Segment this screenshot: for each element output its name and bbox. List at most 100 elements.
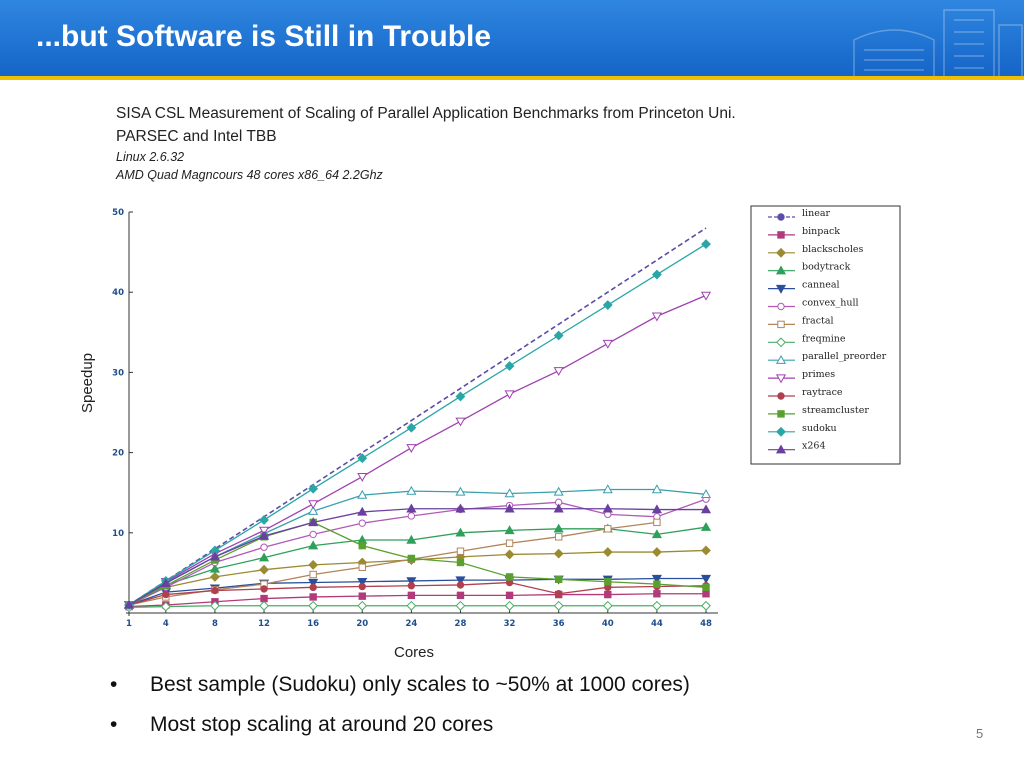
data-point-x264 [160, 578, 171, 588]
data-point-binpack [604, 590, 612, 599]
slide-title: ...but Software is Still in Trouble [36, 20, 492, 53]
data-point-raytrace [456, 581, 465, 589]
data-point-streamcluster [358, 541, 366, 550]
data-point-canneal [651, 574, 662, 584]
legend-marker-bodytrack [775, 265, 787, 275]
data-point-parallel-preorder [308, 505, 319, 515]
data-point-primes [308, 500, 319, 510]
bullet-item: Most stop scaling at around 20 cores [110, 710, 690, 750]
data-point-bodytrack [651, 529, 662, 539]
legend-marker-canneal [775, 284, 787, 294]
data-point-freqmine [651, 600, 662, 611]
legend-marker-streamcluster [777, 410, 785, 418]
data-point-streamcluster [505, 573, 514, 581]
legend-marker-parallel-preorder [775, 354, 787, 364]
data-point-x264 [700, 504, 712, 514]
data-point-x264 [553, 503, 564, 513]
legend-label-parallel-preorder: parallel_preorder [802, 351, 887, 362]
legend-marker-raytrace [777, 392, 785, 400]
legend-label-x264: x264 [802, 441, 826, 452]
x-tick-label: 8 [212, 619, 218, 629]
data-point-bodytrack [308, 540, 319, 550]
header-accent-rule [0, 76, 1024, 80]
bullet-list: Best sample (Sudoku) only scales to ~50%… [110, 670, 690, 750]
data-point-streamcluster [554, 575, 563, 584]
data-point-freqmine [259, 600, 269, 611]
data-point-blackscholes [210, 572, 220, 582]
series-x264 [123, 503, 712, 609]
data-point-sudoku [553, 330, 564, 341]
data-point-parallel-preorder [553, 486, 564, 496]
data-point-sudoku [259, 515, 269, 525]
data-point-sudoku [602, 300, 613, 310]
data-point-x264 [258, 530, 270, 540]
data-point-x264 [357, 506, 368, 516]
data-point-parallel-preorder [651, 484, 662, 494]
y-tick-label: 30 [112, 368, 124, 378]
data-point-canneal [455, 576, 466, 586]
legend-label-bodytrack: bodytrack [802, 262, 851, 273]
data-point-freqmine [602, 600, 613, 611]
legend-label-raytrace: raytrace [802, 387, 843, 398]
data-point-raytrace [162, 590, 170, 599]
data-point-binpack [702, 590, 710, 598]
data-point-bodytrack [455, 527, 466, 537]
data-point-sudoku [701, 239, 711, 249]
series-line-linear [128, 227, 707, 606]
data-point-freqmine [553, 600, 564, 611]
data-point-binpack [309, 593, 317, 601]
data-point-primes [357, 472, 368, 482]
data-point-convex-hull [309, 530, 317, 539]
chart-subtitle-line-4: AMD Quad Magncours 48 cores x86_64 2.2Gh… [116, 168, 383, 182]
data-point-bodytrack [406, 534, 417, 544]
data-point-canneal [406, 577, 417, 587]
legend-label-linear: linear [802, 208, 830, 219]
y-axis-title: Speedup [79, 353, 96, 413]
data-point-blackscholes [259, 564, 269, 575]
data-point-sudoku [651, 269, 662, 280]
data-point-primes [553, 367, 564, 377]
chart-legend: linear binpack blackscholes bodytrack cannea… [750, 205, 901, 465]
data-point-freqmine [357, 600, 368, 611]
legend-marker-x264 [775, 444, 787, 454]
data-point-x264 [504, 503, 515, 513]
data-point-blackscholes [651, 547, 662, 557]
data-point-x264 [455, 503, 466, 513]
data-point-parallel-preorder [406, 485, 417, 495]
data-point-blackscholes [553, 548, 564, 559]
legend-marker-blackscholes [776, 247, 786, 258]
data-point-sudoku [406, 422, 417, 433]
data-point-canneal [700, 574, 712, 584]
data-point-parallel-preorder [504, 488, 515, 498]
legend-marker-fractal [777, 320, 785, 329]
data-point-x264 [406, 503, 417, 513]
slide-header [0, 0, 1024, 76]
data-point-x264 [209, 551, 220, 561]
data-point-blackscholes [602, 547, 613, 557]
data-point-raytrace [309, 583, 317, 592]
data-point-freqmine [701, 600, 711, 611]
data-point-x264 [123, 599, 135, 609]
legend-marker-primes [775, 374, 787, 384]
data-point-convex-hull [358, 519, 366, 527]
y-tick-label: 10 [112, 529, 124, 539]
legend-label-freqmine: freqmine [802, 333, 846, 344]
legend-label-blackscholes: blackscholes [802, 244, 864, 255]
data-point-fractal [505, 539, 514, 547]
data-point-x264 [308, 517, 319, 527]
y-tick-label: 50 [112, 208, 124, 218]
legend-marker-freqmine [776, 337, 786, 348]
legend-label-streamcluster: streamcluster [802, 405, 869, 416]
data-point-fractal [604, 525, 612, 533]
data-point-binpack [407, 591, 416, 600]
data-point-raytrace [211, 586, 219, 595]
legend-label-sudoku: sudoku [802, 423, 837, 434]
page-number: 5 [976, 726, 984, 741]
data-point-fractal [309, 570, 317, 579]
data-point-binpack [653, 590, 661, 598]
data-point-primes [406, 444, 417, 454]
x-tick-label: 36 [553, 619, 565, 629]
data-point-primes [602, 339, 613, 349]
data-point-fractal [358, 563, 366, 571]
